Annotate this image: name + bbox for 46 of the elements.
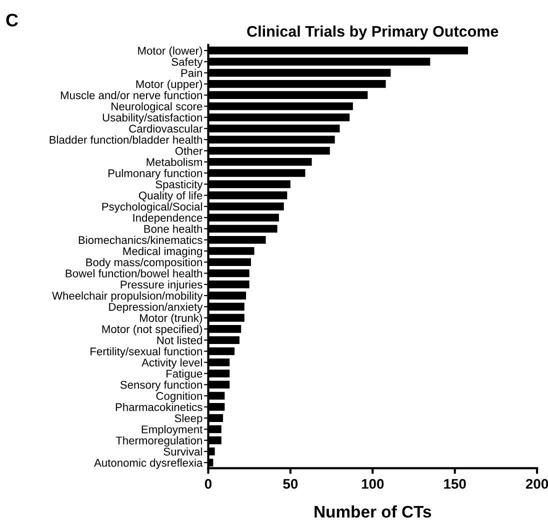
y-tick-label: Bowel function/bowel health (66, 269, 202, 278)
y-tick-label: Medical imaging (123, 246, 202, 258)
y-tick-label: Sensory function (120, 380, 202, 391)
y-tick-label: Metabolism (146, 158, 202, 166)
y-tick-label: Cardiovascular (129, 124, 203, 133)
y-tick-label: Body mass/composition (86, 258, 202, 268)
y-tick-label: Fertility/sexual function (90, 347, 202, 358)
x-tick-label: 50 (283, 478, 298, 489)
text: C (6, 14, 18, 26)
y-tick-label: Spasticity (156, 180, 203, 191)
x-tick-label: 200 (526, 478, 548, 489)
y-tick-label: Pressure injuries (120, 280, 202, 291)
y-tick-label: Cognition (156, 392, 202, 402)
y-tick-label: Wheelchair propulsion/mobility (52, 292, 203, 302)
y-tick-label: Survival (164, 447, 202, 456)
y-tick-label: Not listed (157, 336, 202, 344)
y-tick-label: Quality of life (138, 191, 202, 202)
y-tick-label: Bladder function/bladder health (50, 136, 202, 144)
y-tick-label: Safety (172, 58, 203, 68)
y-tick-label: Pain (181, 68, 202, 77)
x-tick-label: 150 (444, 478, 466, 489)
x-axis-title: Number of CTs (314, 505, 432, 518)
y-tick-label: Depression/anxiety (109, 302, 203, 314)
y-tick-label: Other (175, 146, 202, 155)
y-tick-label: Motor (lower) (138, 46, 202, 57)
y-tick-label: Employment (142, 425, 203, 436)
y-tick-label: Neurological score (112, 102, 202, 113)
x-tick-label: 100 (362, 478, 384, 489)
y-tick-label: Independence (133, 214, 202, 224)
y-tick-label: Bone health (144, 224, 202, 233)
y-tick-label: Activity level (142, 358, 202, 369)
y-tick-label: Usability/satisfaction (102, 113, 202, 124)
y-tick-label: Pharmacokinetics (116, 402, 202, 412)
y-tick-label: Biomechanics/kinematics (78, 236, 202, 244)
y-tick-label: Fatigue (166, 369, 202, 380)
y-tick-label: Thermoregulation (116, 436, 202, 447)
y-tick-label: Autonomic dysreflexia (94, 458, 203, 469)
y-tick-label: Sleep (174, 414, 202, 424)
chart-title: Clinical Trials by Primary Outcome (247, 26, 498, 40)
y-tick-label: Motor (trunk) (140, 314, 202, 324)
y-tick-label: Motor (not specified) (102, 324, 202, 336)
y-tick-label: Pulmonary function (108, 169, 202, 180)
y-tick-label: Muscle and/or nerve function (60, 91, 202, 100)
x-tick-label: 0 (204, 478, 212, 489)
y-tick-label: Motor (upper) (136, 80, 202, 90)
y-tick-label: Psychological/Social (102, 202, 202, 213)
